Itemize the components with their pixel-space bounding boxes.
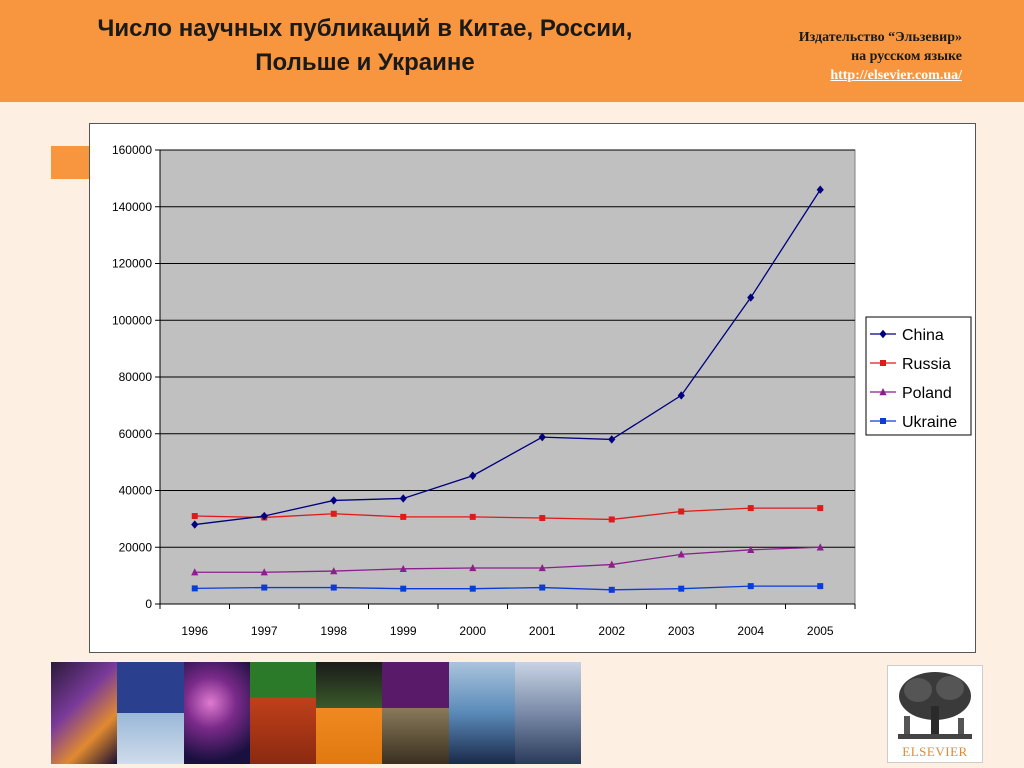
data-point-poland	[816, 543, 824, 551]
x-tick-label: 1997	[251, 624, 278, 638]
data-point-china	[191, 520, 199, 529]
data-point-china	[747, 293, 755, 302]
data-point-russia	[400, 513, 407, 520]
x-tick-label: 1996	[181, 624, 208, 638]
y-tick-label: 140000	[112, 200, 152, 214]
title-line-2: Польше и Украине	[255, 49, 475, 76]
data-point-russia	[191, 513, 198, 520]
photo-plant	[316, 662, 383, 764]
publisher-language: на русском языке	[851, 49, 962, 64]
data-point-china	[399, 494, 407, 503]
x-tick-label: 2000	[459, 624, 486, 638]
y-tick-label: 160000	[112, 143, 152, 157]
y-tick-label: 40000	[119, 484, 153, 498]
legend-marker-poland	[879, 388, 887, 396]
data-point-poland	[260, 568, 268, 576]
data-point-ukraine	[608, 586, 615, 593]
x-tick-label: 1998	[320, 624, 347, 638]
elsevier-wordmark: ELSEVIER	[902, 744, 968, 759]
data-point-ukraine	[678, 585, 685, 592]
data-point-poland	[399, 564, 407, 573]
publisher-name: Издательство “Эльзевир»	[798, 30, 962, 45]
decorative-tab	[51, 146, 91, 179]
legend-label-ukraine: Ukraine	[902, 414, 957, 431]
x-tick-label: 1999	[390, 624, 417, 638]
data-point-china	[260, 511, 268, 521]
x-tick-label: 2005	[807, 624, 834, 638]
photo-fiber-optics	[51, 662, 118, 764]
data-point-poland	[608, 560, 616, 568]
legend-marker-russia	[880, 360, 886, 366]
series-line-russia	[194, 507, 821, 521]
data-point-russia	[330, 510, 337, 517]
photo-lab	[448, 662, 515, 764]
y-tick-label: 80000	[119, 370, 153, 384]
page-title: Число научных публикаций в Китае, России…	[20, 12, 710, 80]
data-point-russia	[817, 505, 824, 512]
chart-frame: 0 20000 40000 60000 80000 100000 120000 140000 1…	[89, 123, 976, 653]
photo-light-fibers	[183, 662, 250, 764]
data-point-poland	[469, 563, 477, 572]
data-point-ukraine	[330, 584, 337, 591]
data-point-russia	[469, 513, 476, 520]
data-point-china	[469, 471, 477, 480]
data-point-poland	[538, 563, 546, 572]
y-tick-label: 100000	[112, 313, 152, 327]
data-point-russia	[539, 515, 546, 522]
legend-label-poland: Poland	[902, 385, 952, 402]
y-tick-label: 60000	[119, 427, 153, 441]
series-line-poland	[194, 546, 821, 573]
y-tick-label: 0	[145, 597, 152, 611]
data-point-ukraine	[191, 585, 198, 592]
x-tick-label: 2001	[529, 624, 556, 638]
series-line-china	[194, 189, 821, 526]
legend-marker-china	[879, 329, 887, 339]
data-point-ukraine	[539, 584, 546, 591]
data-point-china	[816, 185, 824, 194]
photo-laptop-user	[514, 662, 581, 764]
data-point-china	[330, 496, 338, 505]
title-line-1: Число научных публикаций в Китае, России…	[97, 15, 633, 42]
legend-marker-ukraine	[880, 418, 886, 424]
elsevier-logo: ELSEVIER	[887, 665, 983, 763]
x-tick-label: 2004	[737, 624, 764, 638]
legend-label-china: China	[902, 327, 944, 344]
photo-collage	[51, 662, 581, 764]
photo-cells	[249, 662, 316, 764]
y-tick-label: 120000	[112, 257, 152, 271]
data-point-poland	[191, 568, 199, 576]
data-point-ukraine	[469, 585, 476, 592]
data-point-russia	[747, 505, 754, 512]
publisher-link[interactable]: http://elsevier.com.ua/	[830, 68, 962, 83]
photo-wind-turbine	[117, 662, 184, 764]
data-point-poland	[677, 550, 685, 558]
series-line-ukraine	[194, 585, 821, 591]
y-tick-label: 20000	[119, 540, 153, 554]
x-tick-label: 2002	[598, 624, 625, 638]
data-point-poland	[747, 545, 755, 554]
elsevier-tree-icon	[898, 672, 972, 739]
photo-pen	[382, 662, 449, 764]
data-point-china	[608, 435, 616, 444]
x-tick-label: 2003	[668, 624, 695, 638]
data-point-ukraine	[817, 583, 824, 590]
data-point-russia	[608, 516, 615, 523]
legend-label-russia: Russia	[902, 356, 951, 373]
data-point-china	[677, 391, 685, 400]
data-point-ukraine	[400, 585, 407, 592]
publisher-info: Издательство “Эльзевир» на русском языке…	[799, 28, 962, 85]
data-point-china	[538, 432, 546, 442]
header-bar: Число научных публикаций в Китае, России…	[0, 0, 1024, 102]
line-chart: 0 20000 40000 60000 80000 100000 120000 140000 1…	[112, 143, 972, 638]
data-point-poland	[330, 567, 338, 575]
data-point-russia	[678, 508, 685, 515]
data-point-ukraine	[747, 583, 754, 590]
data-point-ukraine	[261, 584, 268, 591]
